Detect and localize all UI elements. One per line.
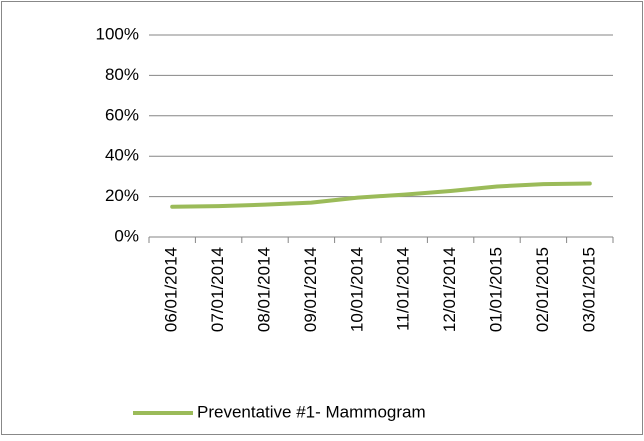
y-tick-label: 20% [105, 186, 139, 205]
y-tick-label: 40% [105, 146, 139, 165]
x-tick-label: 09/01/2014 [301, 247, 320, 332]
data-line [170, 181, 592, 209]
x-tick-label: 03/01/2015 [579, 247, 598, 332]
y-tick-label: 0% [114, 226, 139, 245]
x-tick-label: 07/01/2014 [208, 247, 227, 332]
y-tick-label: 80% [105, 65, 139, 84]
y-tick-label: 100% [96, 24, 139, 43]
x-tick-label: 01/01/2015 [486, 247, 505, 332]
legend-label: Preventative #1- Mammogram [197, 402, 426, 421]
x-tick-label: 11/01/2014 [394, 247, 413, 331]
x-tick-label: 02/01/2015 [533, 247, 552, 332]
x-tick-label: 08/01/2014 [254, 247, 273, 332]
x-tick-label: 12/01/2014 [440, 247, 459, 332]
x-tick-label: 10/01/2014 [347, 247, 366, 332]
y-tick-label: 60% [105, 105, 139, 124]
x-tick-label: 06/01/2014 [162, 247, 181, 332]
